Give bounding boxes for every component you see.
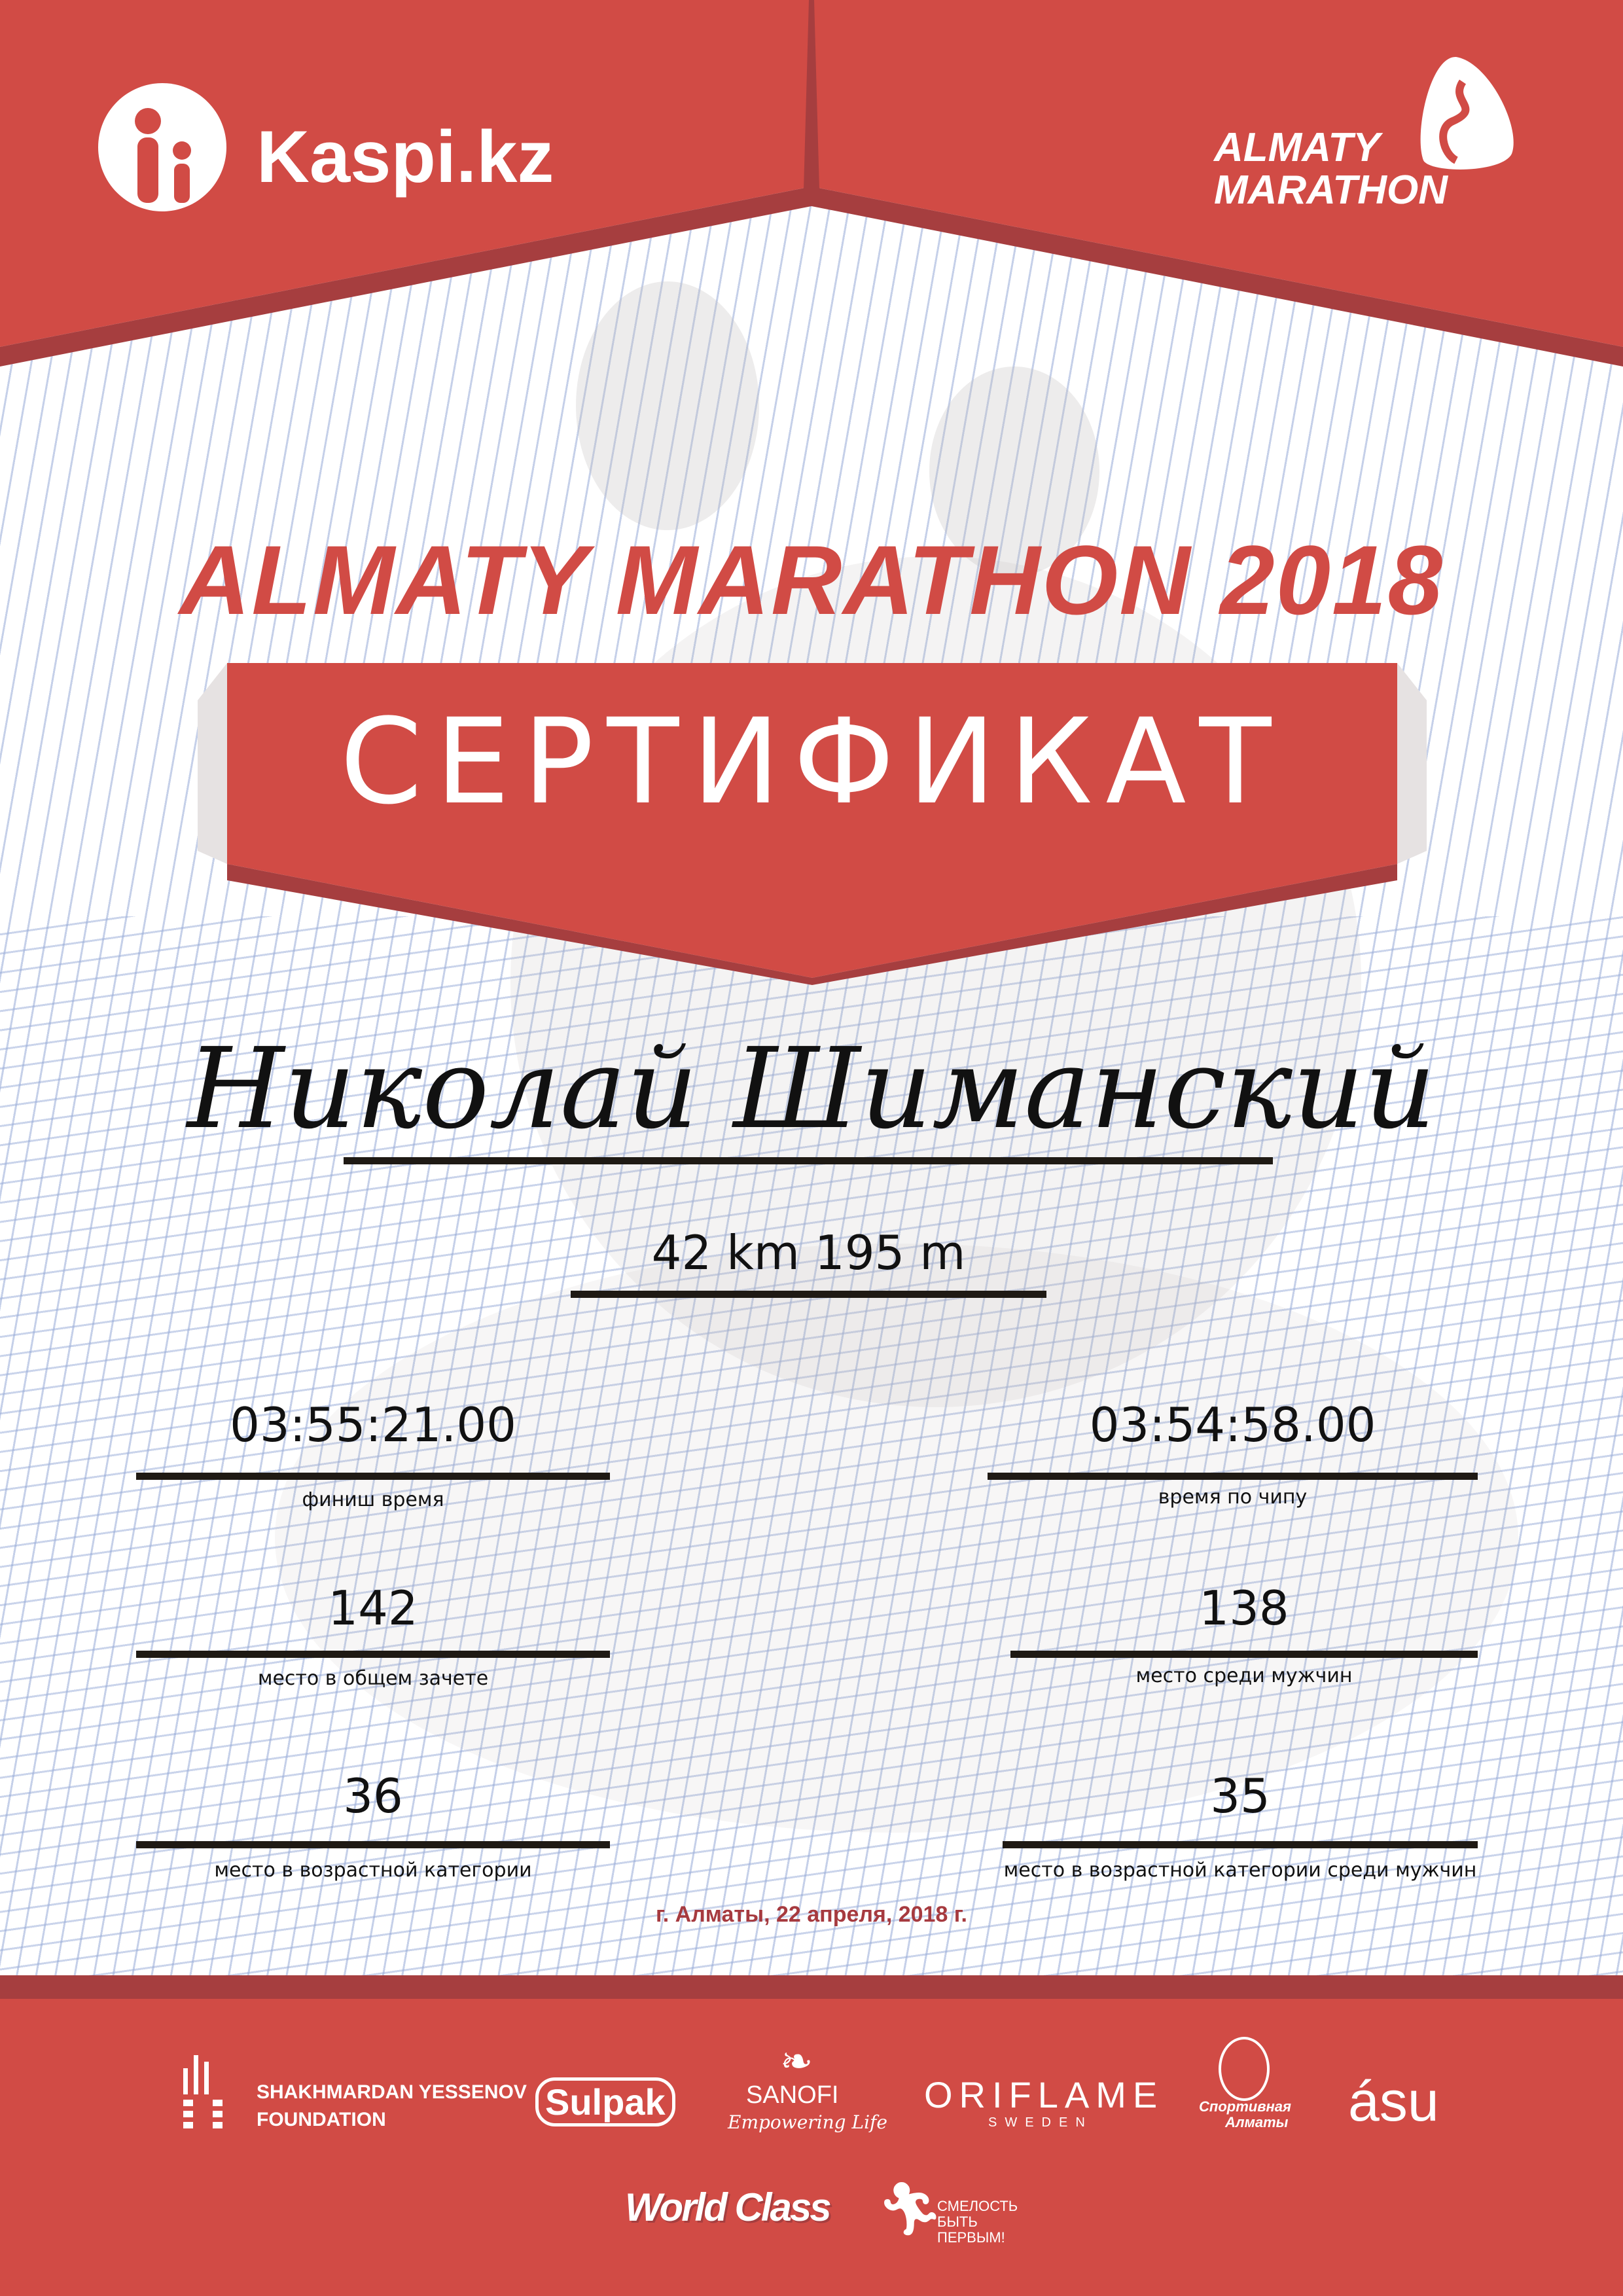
smelost-line1: СМЕЛОСТЬ (937, 2198, 1018, 2214)
age-men-place-underline (1003, 1841, 1478, 1848)
finish-time-label: финиш время (302, 1488, 444, 1511)
overall-place-label: место в общем зачете (257, 1667, 489, 1690)
chip-time-underline (988, 1473, 1478, 1480)
participant-name: Николай Шиманский (187, 1024, 1436, 1154)
almaty-logo-line2: MARATHON (1214, 168, 1448, 213)
men-place-underline (1010, 1651, 1478, 1658)
sponsors-footer (0, 1999, 1623, 2296)
sport-almaty-line2: Алматы (1225, 2114, 1289, 2130)
age-men-place-value: 35 (1210, 1768, 1270, 1823)
smelost-line2: БЫТЬ (937, 2214, 978, 2230)
kaspi-logo (97, 82, 228, 215)
event-title: ALMATY MARATHON 2018 (179, 525, 1444, 635)
almaty-marathon-logo: ALMATY MARATHON (1214, 56, 1528, 213)
distance-underline (571, 1291, 1046, 1298)
runner-logo-icon (1420, 56, 1514, 170)
age-place-value: 36 (343, 1768, 403, 1823)
sanofi-icon: ❧ (780, 2039, 813, 2083)
runner-photo-legs (275, 1244, 1518, 1833)
distance-value: 42 km 195 m (651, 1225, 966, 1280)
yessenov-line1: SHAKHMARDAN YESSENOV (257, 2081, 527, 2103)
kaspi-icon (98, 83, 226, 211)
age-place-label: место в возрастной категории (214, 1859, 532, 1882)
name-underline (344, 1157, 1273, 1164)
kaspi-logo-text: Kaspi.kz (257, 116, 554, 198)
sulpak-logo: Sulpak (535, 2077, 675, 2126)
sanofi-logo: SANOFI (746, 2081, 839, 2109)
chip-time-value: 03:54:58.00 (1089, 1397, 1376, 1452)
men-place-label: место среди мужчин (1135, 1664, 1353, 1687)
age-men-place-label: место в возрастной категории среди мужчи… (1003, 1859, 1477, 1882)
worldclass-logo: World Class (625, 2185, 832, 2229)
age-place-underline (136, 1841, 610, 1848)
chip-time-label: время по чипу (1158, 1486, 1308, 1509)
certificate-banner (198, 663, 1427, 985)
overall-place-value: 142 (328, 1581, 418, 1636)
yessenov-line2: FOUNDATION (257, 2109, 386, 2130)
sport-almaty-line1: Спортивная (1199, 2098, 1291, 2115)
overall-place-underline (136, 1651, 610, 1658)
certificate-heading: СЕРТИФИКАТ (340, 694, 1285, 831)
smelost-fund-icon: 🏃︎ (877, 2179, 944, 2238)
runner-photo-woman-head (929, 367, 1099, 576)
yessenov-icon (183, 2049, 223, 2128)
footer-stripe (0, 1975, 1623, 1999)
date-place: г. Алматы, 22 апреля, 2018 г. (656, 1902, 967, 1927)
runner-photo-man-head (576, 281, 759, 530)
asu-logo: ásu (1348, 2070, 1439, 2133)
oriflame-sub: SWEDEN (988, 2115, 1093, 2130)
men-place-value: 138 (1199, 1581, 1289, 1636)
oriflame-logo: ORIFLAME (924, 2074, 1164, 2115)
header-banner (0, 0, 1623, 367)
finish-time-value: 03:55:21.00 (230, 1397, 516, 1452)
sport-almaty-emblem (1219, 2037, 1270, 2101)
smelost-line3: ПЕРВЫМ! (937, 2229, 1005, 2246)
finish-time-underline (136, 1473, 610, 1480)
sanofi-tagline: Empowering Life (728, 2111, 887, 2133)
almaty-logo-line1: ALMATY (1214, 125, 1380, 170)
